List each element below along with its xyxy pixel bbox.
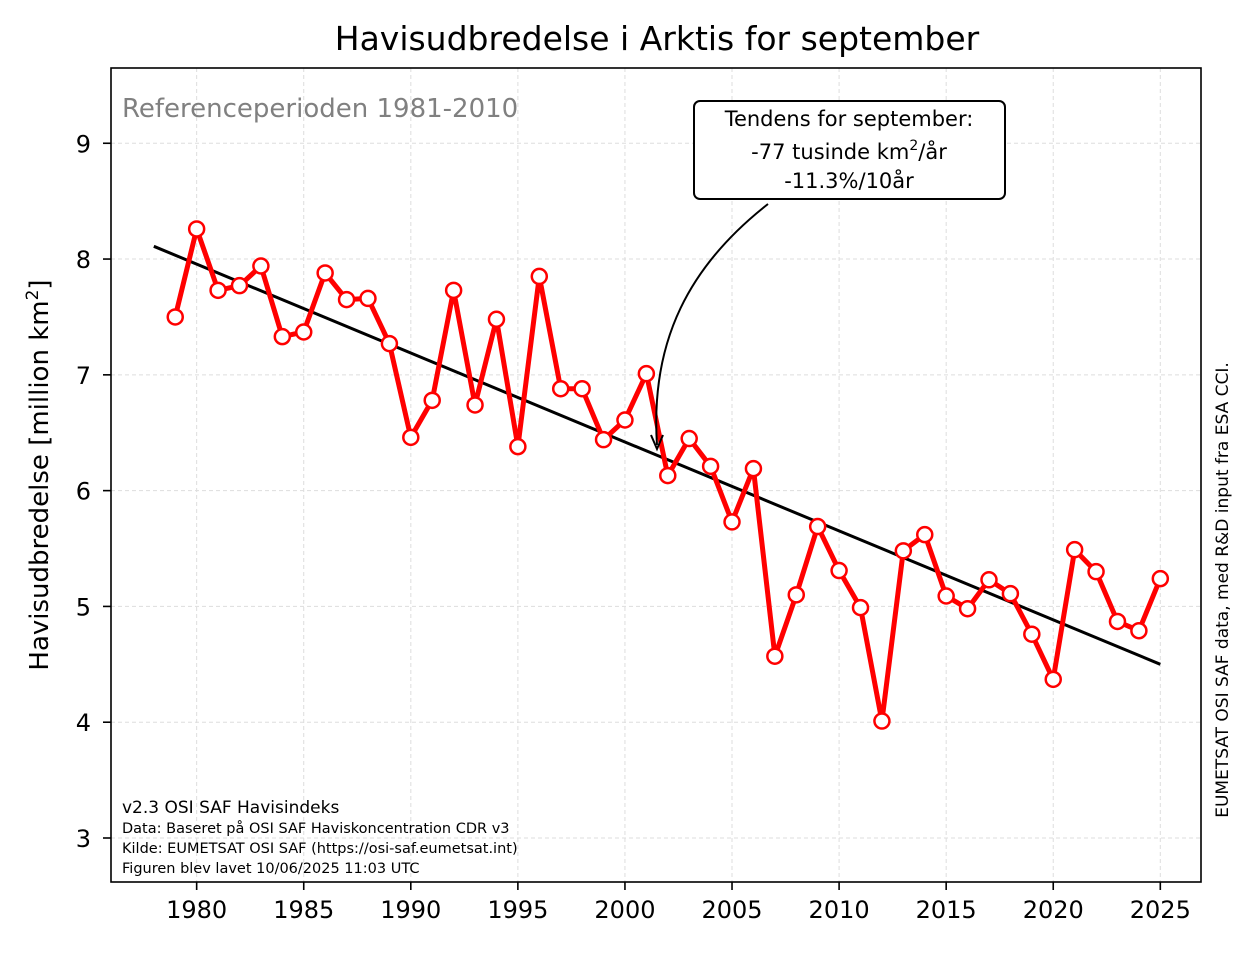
data-point-2020 bbox=[1044, 670, 1062, 689]
data-point-1993 bbox=[466, 396, 484, 414]
footnote-source: Kilde: EUMETSAT OSI SAF (https://osi-saf… bbox=[122, 841, 518, 857]
data-point-1994 bbox=[487, 310, 506, 329]
y-tick-label: 7 bbox=[76, 362, 91, 390]
annotation-line2-pre: -77 tusinde km bbox=[751, 140, 909, 164]
y-tick-label: 9 bbox=[76, 130, 91, 158]
annotation-line1: Tendens for september: bbox=[724, 107, 974, 131]
x-tick-label: 1980 bbox=[166, 896, 227, 924]
data-point-2005 bbox=[723, 513, 741, 531]
data-point-2024 bbox=[1130, 621, 1148, 640]
data-point-2009 bbox=[808, 517, 827, 536]
grid bbox=[111, 68, 1201, 882]
footnote-created: Figuren blev lavet 10/06/2025 11:03 UTC bbox=[122, 861, 419, 877]
data-point-1991 bbox=[423, 391, 441, 410]
data-point-1979 bbox=[166, 308, 184, 326]
data-point-1980 bbox=[187, 220, 206, 238]
data-point-2004 bbox=[701, 457, 720, 476]
y-tick-label: 3 bbox=[76, 825, 91, 853]
y-axis-label-main: Havisudbredelse [million km bbox=[25, 300, 55, 670]
annotation-line2-sup: 2 bbox=[909, 138, 918, 154]
data-point-1983 bbox=[252, 257, 270, 275]
data-point-1984 bbox=[273, 327, 292, 346]
data-point-1986 bbox=[316, 264, 334, 282]
data-point-2006 bbox=[744, 459, 763, 478]
annotation-line2: -77 tusinde km2/år bbox=[751, 138, 947, 164]
data-point-2010 bbox=[830, 561, 848, 580]
data-point-1999 bbox=[594, 430, 613, 449]
footnote-data: Data: Baseret på OSI SAF Haviskoncentrat… bbox=[122, 820, 510, 837]
trend-line-group bbox=[153, 244, 1161, 666]
data-point-2013 bbox=[894, 542, 913, 560]
chart-title: Havisudbredelse i Arktis for september bbox=[335, 19, 980, 58]
data-point-2015 bbox=[937, 587, 955, 605]
data-point-2017 bbox=[980, 571, 998, 589]
annotation-line2-post: /år bbox=[918, 139, 947, 164]
y-tick-label: 6 bbox=[76, 478, 91, 506]
data-point-2014 bbox=[916, 525, 934, 544]
x-tick-label: 1985 bbox=[273, 896, 334, 924]
data-point-2016 bbox=[958, 599, 977, 618]
data-point-2008 bbox=[787, 586, 806, 604]
data-point-1998 bbox=[573, 379, 591, 398]
plot-frame bbox=[110, 67, 1202, 883]
annotation-arrow bbox=[655, 203, 769, 446]
data-point-2002 bbox=[659, 466, 677, 485]
data-point-2021 bbox=[1065, 540, 1084, 559]
y-tick-label: 5 bbox=[76, 593, 91, 621]
data-point-2023 bbox=[1108, 612, 1127, 631]
y-axis-label: Havisudbredelse [million km2] bbox=[23, 279, 55, 670]
data-point-1981 bbox=[209, 281, 227, 300]
series-group bbox=[166, 220, 1170, 730]
data-point-1995 bbox=[509, 437, 527, 456]
x-tick-label: 1995 bbox=[487, 896, 548, 924]
x-tick-label: 2015 bbox=[916, 896, 977, 924]
data-point-2000 bbox=[616, 411, 634, 429]
data-point-1982 bbox=[230, 276, 249, 295]
side-credit: EUMETSAT OSI SAF data, med R&D input fra… bbox=[1213, 362, 1233, 818]
data-point-1997 bbox=[551, 379, 570, 398]
annotation-box bbox=[693, 100, 1006, 200]
ticks: 1980 1985 1990 1995 2000 2005 2010 2015 2020 2025… bbox=[76, 130, 1191, 924]
data-point-1996 bbox=[530, 267, 549, 286]
y-axis-label-sup: 2 bbox=[23, 290, 43, 301]
data-point-2001 bbox=[637, 364, 656, 383]
x-tick-label: 1990 bbox=[380, 896, 441, 924]
data-point-1988 bbox=[359, 289, 377, 308]
data-point-2025 bbox=[1151, 569, 1170, 588]
annotation-arrowhead bbox=[650, 434, 664, 452]
y-tick-label: 8 bbox=[76, 246, 91, 274]
y-axis-label-end: ] bbox=[25, 279, 55, 289]
data-point-2007 bbox=[766, 647, 784, 665]
data-point-2003 bbox=[680, 429, 698, 448]
data-point-2022 bbox=[1087, 562, 1105, 581]
x-tick-label: 2020 bbox=[1023, 896, 1084, 924]
annotation-line3: -11.3%/10år bbox=[784, 168, 914, 193]
data-point-2012 bbox=[873, 712, 891, 730]
data-point-1985 bbox=[294, 323, 313, 341]
data-point-1992 bbox=[444, 281, 463, 300]
data-point-2018 bbox=[1001, 584, 1020, 603]
data-point-1990 bbox=[402, 428, 420, 447]
x-tick-label: 2000 bbox=[594, 896, 655, 924]
x-tick-label: 2005 bbox=[701, 896, 762, 924]
data-point-2019 bbox=[1023, 625, 1041, 643]
data-point-1987 bbox=[337, 290, 356, 309]
x-tick-label: 2010 bbox=[809, 896, 870, 924]
x-tick-label: 2025 bbox=[1130, 896, 1191, 924]
data-point-2011 bbox=[851, 598, 870, 617]
data-point-1989 bbox=[380, 334, 399, 353]
y-tick-label: 4 bbox=[76, 709, 91, 737]
reference-label: Referenceperioden 1981-2010 bbox=[122, 94, 518, 124]
trend-line bbox=[153, 244, 1161, 666]
footnote-version: v2.3 OSI SAF Havisindeks bbox=[122, 798, 339, 818]
